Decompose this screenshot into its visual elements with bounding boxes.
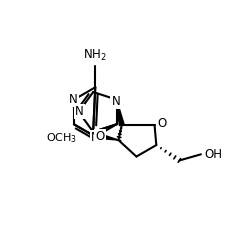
Text: O: O — [95, 130, 105, 143]
Text: NH$_2$: NH$_2$ — [83, 48, 107, 63]
Text: N: N — [75, 105, 84, 118]
Text: O: O — [158, 117, 167, 130]
Text: N: N — [91, 131, 100, 144]
Polygon shape — [117, 100, 124, 126]
Text: N: N — [69, 93, 78, 106]
Text: N: N — [111, 95, 120, 108]
Text: OCH$_3$: OCH$_3$ — [46, 131, 77, 145]
Text: OH: OH — [204, 148, 222, 161]
Polygon shape — [100, 134, 118, 140]
